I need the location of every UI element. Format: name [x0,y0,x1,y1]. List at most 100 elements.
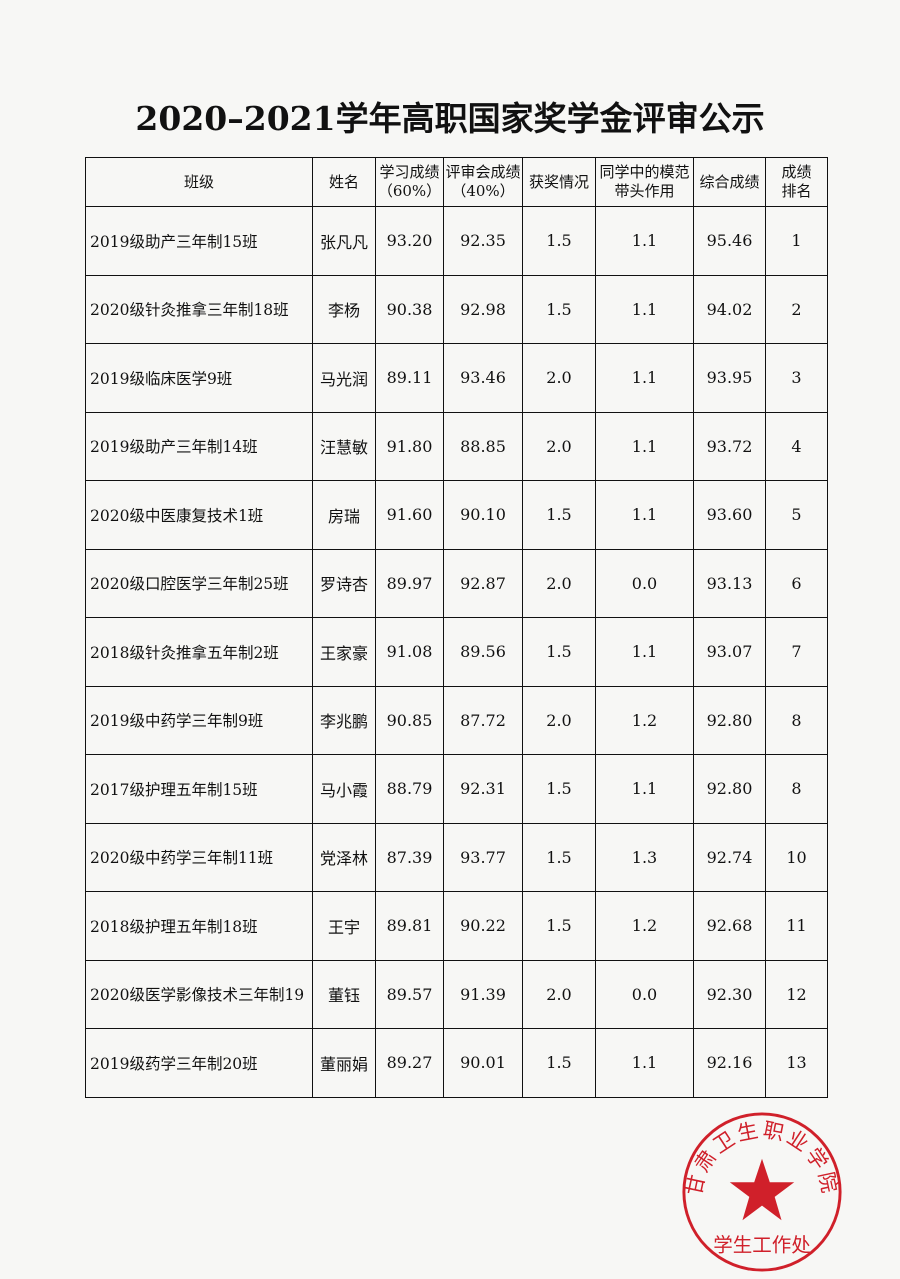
table-row: 2018级针灸推拿五年制2班 王家豪 91.08 89.56 1.5 1.1 93.07 7 [85,617,828,687]
cell-awards: 2.0 [522,548,596,618]
cell-total-score: 95.46 [693,206,766,276]
cell-role-model: 1.1 [595,1028,694,1098]
header-col-class: 班级 [85,157,313,207]
cell-role-model: 0.0 [595,548,694,618]
table-body: 2019级助产三年制15班 张凡凡 93.20 92.35 1.5 1.1 95.46 1 20… [85,206,828,1098]
cell-name: 李杨 [312,274,376,344]
cell-rank: 11 [765,891,828,961]
cell-name: 马小霞 [312,754,376,824]
table-row: 2020级中医康复技术1班 房瑞 91.60 90.10 1.5 1.1 93.60 5 [85,480,828,550]
cell-review-score: 89.56 [443,617,523,687]
cell-class: 2018级护理五年制18班 [85,891,313,961]
cell-study-score: 88.79 [375,754,444,824]
table-row: 2020级针灸推拿三年制18班 李杨 90.38 92.98 1.5 1.1 94.02 2 [85,274,828,344]
cell-review-score: 90.10 [443,480,523,550]
cell-total-score: 93.13 [693,548,766,618]
table-row: 2019级药学三年制20班 董丽娟 89.27 90.01 1.5 1.1 92.16 13 [85,1028,828,1098]
cell-total-score: 92.74 [693,822,766,892]
cell-awards: 2.0 [522,343,596,413]
cell-study-score: 87.39 [375,822,444,892]
cell-name: 罗诗杏 [312,548,376,618]
cell-name: 李兆鹏 [312,685,376,755]
header-col-review-score: 评审会成绩 （40%） [443,157,523,207]
cell-rank: 8 [765,754,828,824]
cell-review-score: 88.85 [443,411,523,481]
svg-text:甘肃卫生职业学院: 甘肃卫生职业学院 [682,1118,842,1198]
header-col-study-score: 学习成绩 （60%） [375,157,444,207]
cell-review-score: 87.72 [443,685,523,755]
table-row: 2019级助产三年制14班 汪慧敏 91.80 88.85 2.0 1.1 93.72 4 [85,411,828,481]
cell-role-model: 1.1 [595,206,694,276]
cell-awards: 2.0 [522,411,596,481]
header-col-rank: 成绩 排名 [765,157,828,207]
cell-rank: 5 [765,480,828,550]
table-row: 2019级助产三年制15班 张凡凡 93.20 92.35 1.5 1.1 95.46 1 [85,206,828,276]
cell-study-score: 89.81 [375,891,444,961]
scholarship-table: 班级 姓名 学习成绩 （60%） 评审会成绩 （40%） 获奖情况 同学中的模范 带头作用… [85,157,828,1098]
official-seal: 甘肃卫生职业学院 学生工作处 [682,1112,842,1272]
cell-review-score: 90.01 [443,1028,523,1098]
cell-study-score: 89.27 [375,1028,444,1098]
cell-total-score: 93.07 [693,617,766,687]
cell-study-score: 91.60 [375,480,444,550]
cell-awards: 2.0 [522,959,596,1029]
cell-role-model: 1.1 [595,411,694,481]
cell-role-model: 1.1 [595,617,694,687]
cell-rank: 10 [765,822,828,892]
cell-study-score: 89.97 [375,548,444,618]
cell-total-score: 93.60 [693,480,766,550]
cell-review-score: 92.35 [443,206,523,276]
cell-rank: 13 [765,1028,828,1098]
cell-study-score: 89.57 [375,959,444,1029]
cell-total-score: 92.80 [693,685,766,755]
cell-role-model: 1.1 [595,480,694,550]
cell-role-model: 1.1 [595,274,694,344]
cell-name: 党泽林 [312,822,376,892]
cell-awards: 1.5 [522,1028,596,1098]
cell-role-model: 1.2 [595,685,694,755]
cell-review-score: 91.39 [443,959,523,1029]
cell-class: 2018级针灸推拿五年制2班 [85,617,313,687]
cell-rank: 6 [765,548,828,618]
cell-total-score: 93.72 [693,411,766,481]
cell-name: 汪慧敏 [312,411,376,481]
cell-name: 马光润 [312,343,376,413]
cell-awards: 1.5 [522,617,596,687]
cell-class: 2017级护理五年制15班 [85,754,313,824]
cell-total-score: 92.80 [693,754,766,824]
cell-class: 2020级中医康复技术1班 [85,480,313,550]
cell-role-model: 1.2 [595,891,694,961]
cell-awards: 1.5 [522,480,596,550]
table-row: 2020级中药学三年制11班 党泽林 87.39 93.77 1.5 1.3 92.74 10 [85,822,828,892]
cell-awards: 1.5 [522,274,596,344]
cell-study-score: 90.38 [375,274,444,344]
cell-review-score: 92.31 [443,754,523,824]
cell-role-model: 1.1 [595,754,694,824]
header-col-awards: 获奖情况 [522,157,596,207]
cell-total-score: 92.30 [693,959,766,1029]
cell-class: 2019级药学三年制20班 [85,1028,313,1098]
table-row: 2017级护理五年制15班 马小霞 88.79 92.31 1.5 1.1 92.80 8 [85,754,828,824]
cell-name: 董丽娟 [312,1028,376,1098]
cell-awards: 1.5 [522,822,596,892]
cell-rank: 2 [765,274,828,344]
cell-class: 2020级针灸推拿三年制18班 [85,274,313,344]
cell-total-score: 93.95 [693,343,766,413]
cell-class: 2020级医学影像技术三年制19 [85,959,313,1029]
cell-rank: 4 [765,411,828,481]
cell-role-model: 1.3 [595,822,694,892]
cell-review-score: 92.98 [443,274,523,344]
header-col-total-score: 综合成绩 [693,157,766,207]
page-title: 2020–2021学年高职国家奖学金评审公示 [135,99,765,138]
cell-review-score: 93.77 [443,822,523,892]
cell-rank: 7 [765,617,828,687]
table-row: 2019级中药学三年制9班 李兆鹏 90.85 87.72 2.0 1.2 92.80 8 [85,685,828,755]
cell-review-score: 90.22 [443,891,523,961]
table-row: 2020级医学影像技术三年制19 董钰 89.57 91.39 2.0 0.0 92.30 1… [85,959,828,1029]
cell-awards: 1.5 [522,891,596,961]
cell-name: 王宇 [312,891,376,961]
cell-total-score: 94.02 [693,274,766,344]
cell-study-score: 89.11 [375,343,444,413]
cell-class: 2019级临床医学9班 [85,343,313,413]
header-row: 班级 姓名 学习成绩 （60%） 评审会成绩 （40%） 获奖情况 同学中的模范 带头作用… [85,157,828,207]
